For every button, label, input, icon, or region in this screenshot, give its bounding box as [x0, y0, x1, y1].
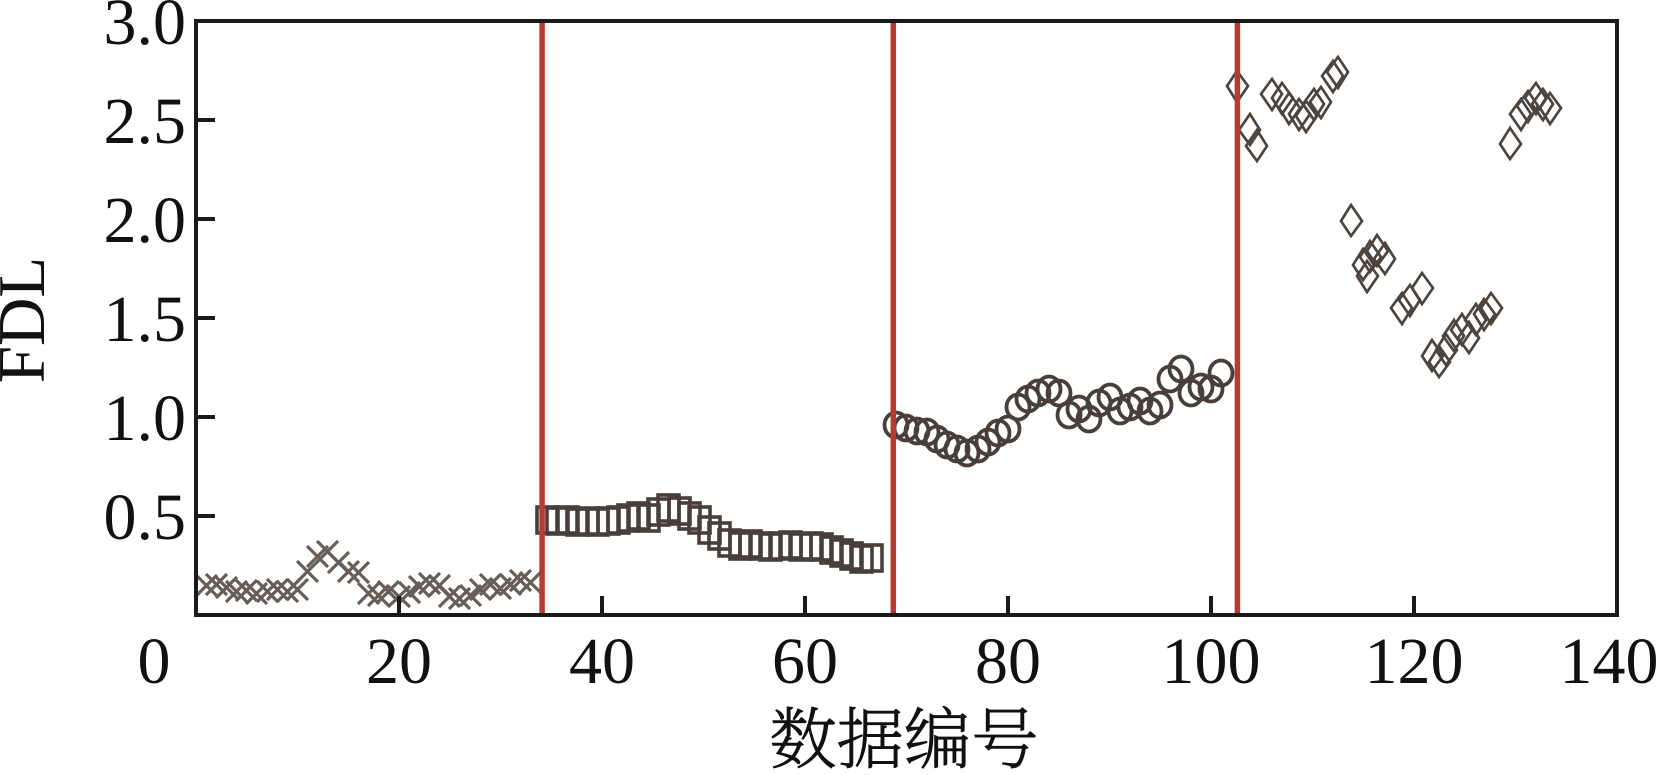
svg-text:140: 140 [1560, 625, 1658, 698]
svg-text:1.0: 1.0 [104, 382, 187, 455]
svg-text:40: 40 [569, 625, 635, 698]
svg-text:1.5: 1.5 [104, 283, 187, 356]
svg-text:100: 100 [1162, 625, 1261, 698]
svg-text:FDL: FDL [0, 257, 59, 384]
svg-text:0: 0 [138, 625, 171, 698]
svg-text:20: 20 [366, 625, 432, 698]
svg-text:120: 120 [1365, 625, 1464, 698]
svg-text:3.0: 3.0 [104, 0, 187, 59]
svg-text:80: 80 [975, 625, 1041, 698]
svg-text:60: 60 [772, 625, 838, 698]
svg-text:0.5: 0.5 [104, 481, 187, 554]
svg-text:2.5: 2.5 [104, 85, 187, 158]
svg-text:2.0: 2.0 [104, 184, 187, 257]
